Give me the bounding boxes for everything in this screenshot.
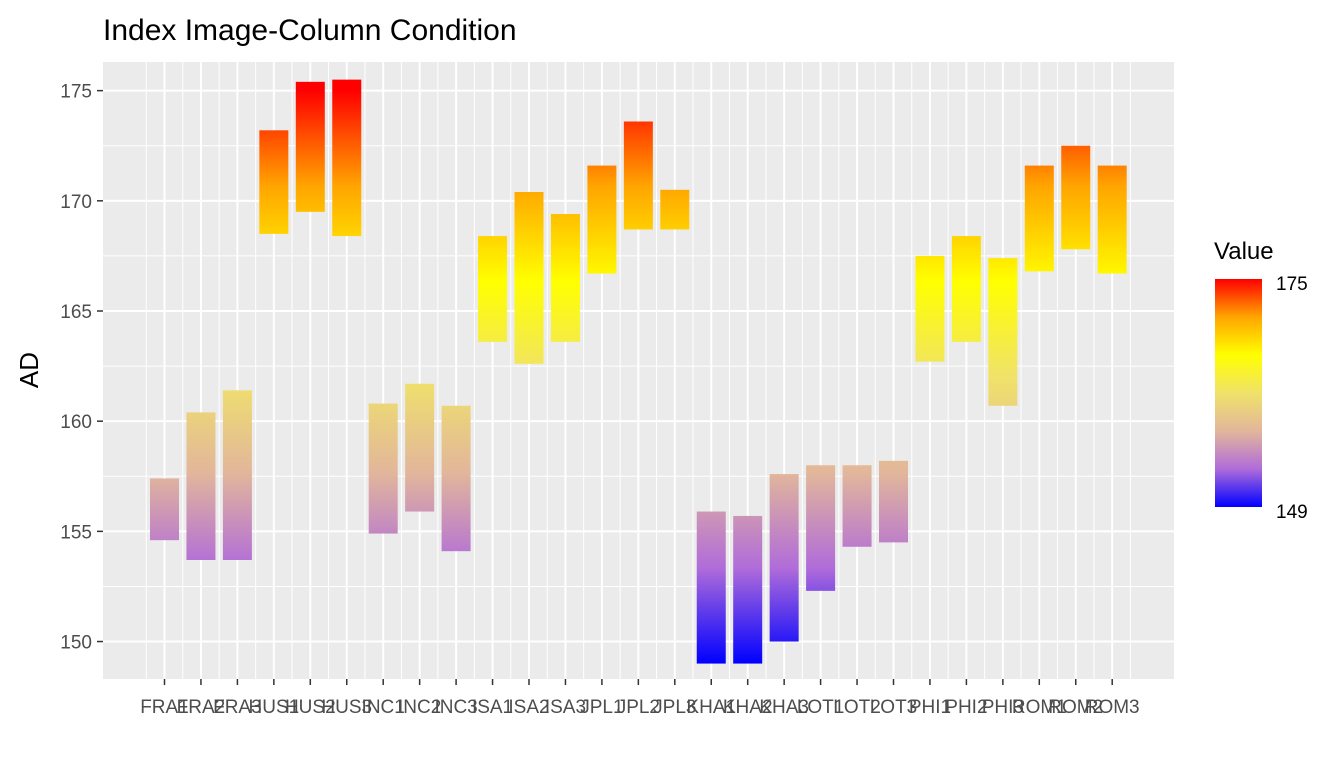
x-tick-label: JPL2 <box>617 697 660 718</box>
x-tick-label: INC3 <box>434 697 477 718</box>
y-tick-label: 150 <box>60 633 92 654</box>
y-axis-title: AD <box>14 352 44 388</box>
x-tick-label: JPL3 <box>653 697 696 718</box>
bar-phi1 <box>915 255 945 362</box>
x-tick-label: FRA1 <box>140 697 189 718</box>
bar-lot2 <box>842 465 872 547</box>
legend-min-label: 149 <box>1276 502 1308 523</box>
x-tick-label: ROM3 <box>1085 697 1140 718</box>
legend-title: Value <box>1214 238 1274 265</box>
bar-lot1 <box>806 465 836 591</box>
bar-kha3 <box>769 474 799 642</box>
bar-kha1 <box>696 511 726 664</box>
y-tick-label: 165 <box>60 302 92 323</box>
x-tick-label: PHI3 <box>982 697 1024 718</box>
bar-hus3 <box>332 79 362 237</box>
x-tick-label: ROM1 <box>1012 697 1067 718</box>
y-tick-label: 155 <box>60 522 92 543</box>
x-tick-label: ISA1 <box>472 697 513 718</box>
x-tick-label: PHI2 <box>945 697 987 718</box>
major-gridlines <box>103 62 1174 679</box>
bar-jpl1 <box>587 165 617 274</box>
x-tick-label: HUS2 <box>285 697 336 718</box>
x-tick-label: INC1 <box>362 697 405 718</box>
x-tick-label: JPL1 <box>580 697 623 718</box>
bar-jpl3 <box>660 189 690 230</box>
x-tick-label: HUS3 <box>321 697 372 718</box>
bar-inc3 <box>441 405 471 552</box>
x-tick-label: FRA3 <box>213 697 262 718</box>
x-axis-ticks: FRA1FRA2FRA3HUS1HUS2HUS3INC1INC2INC3ISA1… <box>140 679 1140 718</box>
bar-phi2 <box>951 236 981 342</box>
legend-max-label: 175 <box>1276 274 1308 295</box>
bar-inc2 <box>405 383 435 512</box>
bar-kha2 <box>733 515 763 664</box>
x-tick-label: KHA2 <box>723 697 773 718</box>
color-legend: Value 175 149 <box>1214 238 1308 523</box>
bar-fra3 <box>222 390 252 561</box>
bar-isa3 <box>550 214 580 342</box>
x-tick-label: ROM2 <box>1048 697 1103 718</box>
x-tick-label: PHI1 <box>909 697 951 718</box>
x-tick-label: LOT3 <box>870 697 918 718</box>
y-axis-ticks: 150 155 160 165 170 175 <box>60 82 103 654</box>
legend-colorbar <box>1215 279 1262 507</box>
bar-lot3 <box>879 460 908 543</box>
x-tick-label: ISA2 <box>508 697 549 718</box>
bar-jpl2 <box>623 121 653 230</box>
chart-title: Index Image-Column Condition <box>103 14 517 47</box>
x-tick-label: INC2 <box>398 697 441 718</box>
bar-hus2 <box>295 81 325 212</box>
x-tick-label: HUS1 <box>249 697 300 718</box>
x-tick-label: KHA1 <box>686 697 736 718</box>
bar-rom3 <box>1097 165 1127 274</box>
bar-rom1 <box>1024 165 1054 272</box>
minor-gridlines <box>103 62 1174 679</box>
bar-isa1 <box>478 236 508 342</box>
x-tick-label: FRA2 <box>177 697 226 718</box>
y-tick-label: 170 <box>60 192 92 213</box>
bar-hus1 <box>259 130 289 234</box>
bar-isa2 <box>514 192 544 364</box>
bar-inc1 <box>368 403 398 534</box>
x-tick-label: KHA3 <box>759 697 809 718</box>
x-tick-label: LOT2 <box>833 697 881 718</box>
y-tick-label: 160 <box>60 412 92 433</box>
bar-fra2 <box>186 412 216 561</box>
bar-rom2 <box>1061 145 1091 250</box>
x-tick-label: LOT1 <box>797 697 845 718</box>
bar-phi3 <box>988 258 1018 406</box>
y-tick-label: 175 <box>60 82 92 103</box>
bar-fra1 <box>150 478 179 541</box>
x-tick-label: ISA3 <box>545 697 586 718</box>
bars <box>150 79 1127 664</box>
